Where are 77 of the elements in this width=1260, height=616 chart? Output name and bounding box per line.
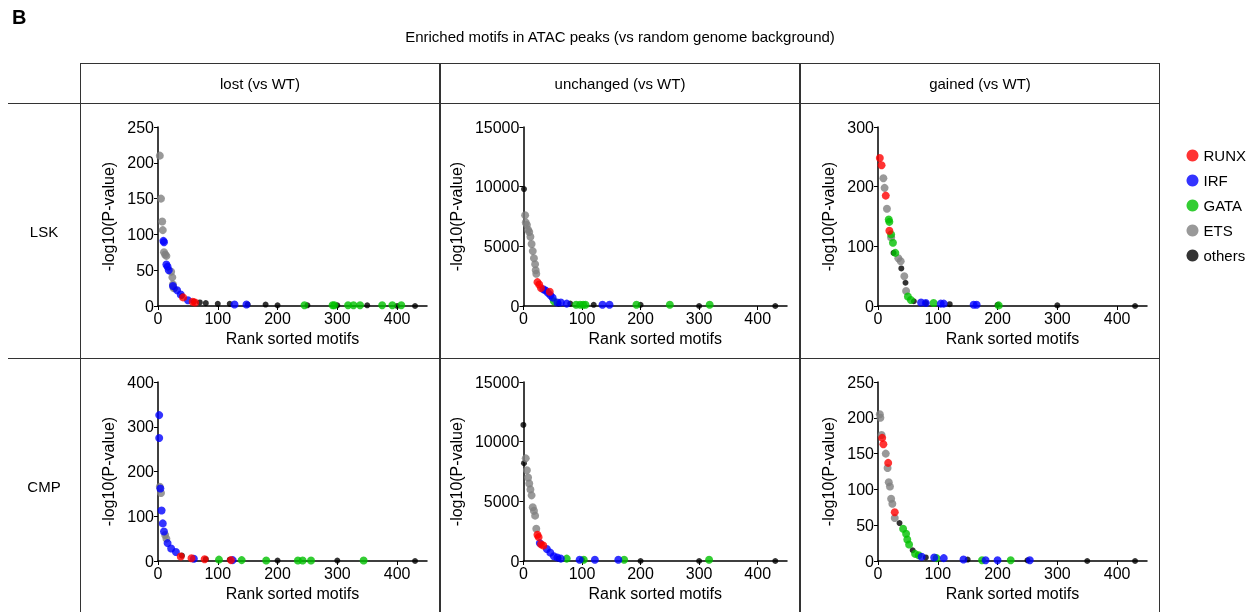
x-tick-label: 300 <box>323 564 351 582</box>
y-tick-label: 300 <box>847 118 875 136</box>
y-tick-label: 50 <box>856 516 875 534</box>
legend-label: RUNX <box>1203 147 1247 164</box>
y-tick-label: 5000 <box>483 492 520 510</box>
y-axis-title: -log10(P-value) <box>99 161 117 272</box>
y-tick-label: 250 <box>127 118 155 136</box>
x-tick-label: 100 <box>568 309 596 327</box>
x-tick-label: 200 <box>984 309 1011 327</box>
y-tick-label: 0 <box>145 297 155 315</box>
x-tick-label: 300 <box>685 309 713 327</box>
y-tick-label: 10000 <box>474 178 520 196</box>
y-tick-label: 10000 <box>474 433 520 451</box>
x-tick-label: 400 <box>1103 309 1131 327</box>
y-axis-title: -log10(P-value) <box>447 161 465 272</box>
x-tick-label: 200 <box>264 564 291 582</box>
y-tick-label: 400 <box>127 373 155 391</box>
y-axis-title: -log10(P-value) <box>447 416 465 527</box>
x-tick-label: 300 <box>1043 309 1071 327</box>
legend-label: others <box>1203 247 1246 264</box>
text: B <box>12 6 27 29</box>
y-tick-label: 100 <box>847 237 875 255</box>
y-tick-label: 0 <box>510 297 520 315</box>
legend-label: IRF <box>1203 172 1228 189</box>
x-tick-label: 300 <box>323 309 351 327</box>
x-tick-label: 400 <box>744 309 772 327</box>
x-axis-title: Rank sorted motifs <box>945 585 1080 603</box>
y-tick-label: 250 <box>847 373 875 391</box>
y-tick-label: 15000 <box>474 373 520 391</box>
legend-label: GATA <box>1203 197 1243 214</box>
x-tick-label: 400 <box>383 564 411 582</box>
y-tick-label: 0 <box>865 552 875 570</box>
x-axis-title: Rank sorted motifs <box>588 585 722 603</box>
y-tick-label: 300 <box>127 418 155 436</box>
chart-title: lost (vs WT) <box>80 63 440 103</box>
x-tick-label: 400 <box>1103 564 1131 582</box>
y-tick-label: 0 <box>865 297 875 315</box>
x-axis-title: Rank sorted motifs <box>945 330 1080 348</box>
y-tick-label: 150 <box>847 445 875 463</box>
x-tick-label: 400 <box>383 309 411 327</box>
y-tick-label: 100 <box>847 480 875 498</box>
x-tick-label: 400 <box>744 564 772 582</box>
y-tick-label: 15000 <box>474 118 520 136</box>
x-axis-title: Rank sorted motifs <box>225 330 360 348</box>
x-tick-label: 100 <box>204 309 232 327</box>
chart-title: gained (vs WT) <box>800 63 1160 103</box>
y-tick-label: 100 <box>127 225 155 243</box>
legend-label: ETS <box>1203 222 1233 239</box>
x-axis-title: Rank sorted motifs <box>588 330 722 348</box>
y-tick-label: 0 <box>145 552 155 570</box>
x-tick-label: 100 <box>204 564 232 582</box>
y-tick-label: 100 <box>127 507 155 525</box>
text: CMP <box>8 358 80 613</box>
chart-title: unchanged (vs WT) <box>440 63 800 103</box>
y-tick-label: 200 <box>847 178 875 196</box>
text: Enriched motifs in ATAC peaks (vs random genome background) <box>404 28 836 45</box>
x-tick-label: 200 <box>627 564 654 582</box>
x-tick-label: 300 <box>685 564 713 582</box>
y-tick-label: 200 <box>127 154 155 172</box>
x-tick-label: 200 <box>627 309 654 327</box>
y-tick-label: 0 <box>510 552 520 570</box>
y-axis-title: -log10(P-value) <box>819 161 837 272</box>
x-tick-label: 200 <box>984 564 1011 582</box>
x-axis-title: Rank sorted motifs <box>225 585 360 603</box>
x-tick-label: 100 <box>924 309 952 327</box>
x-tick-label: 200 <box>264 309 291 327</box>
y-tick-label: 50 <box>136 261 155 279</box>
x-tick-label: 300 <box>1043 564 1071 582</box>
y-tick-label: 5000 <box>483 237 520 255</box>
x-tick-label: 100 <box>568 564 596 582</box>
y-axis-title: -log10(P-value) <box>99 416 117 527</box>
text: LSK <box>8 103 80 358</box>
x-tick-label: 100 <box>924 564 952 582</box>
y-tick-label: 200 <box>127 463 155 480</box>
y-tick-label: 150 <box>127 190 155 208</box>
y-tick-label: 200 <box>847 409 875 427</box>
y-axis-title: -log10(P-value) <box>819 416 837 527</box>
